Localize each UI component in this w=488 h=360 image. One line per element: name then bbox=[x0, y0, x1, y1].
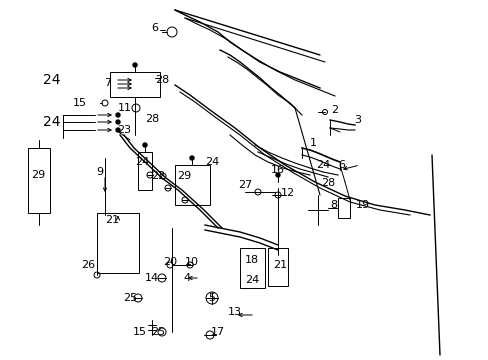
Text: 22: 22 bbox=[151, 171, 165, 181]
Text: 13: 13 bbox=[227, 307, 242, 317]
Text: 24: 24 bbox=[135, 157, 149, 167]
Text: 24: 24 bbox=[43, 73, 61, 87]
Text: 1: 1 bbox=[309, 138, 316, 148]
Bar bbox=[110, 72, 160, 97]
Text: 14: 14 bbox=[144, 273, 159, 283]
Text: 10: 10 bbox=[184, 257, 199, 267]
Text: 9: 9 bbox=[96, 167, 103, 177]
Circle shape bbox=[116, 120, 120, 124]
Bar bbox=[138, 152, 152, 190]
Text: 26: 26 bbox=[81, 260, 95, 270]
Text: 24: 24 bbox=[204, 157, 219, 167]
Circle shape bbox=[142, 143, 147, 147]
Text: 24: 24 bbox=[244, 275, 259, 285]
Text: 6: 6 bbox=[151, 23, 158, 33]
Bar bbox=[175, 165, 209, 205]
Text: 2: 2 bbox=[331, 105, 338, 115]
Circle shape bbox=[190, 156, 194, 160]
Text: 24: 24 bbox=[315, 160, 329, 170]
Text: 28: 28 bbox=[155, 75, 169, 85]
Text: 19: 19 bbox=[355, 200, 369, 210]
Text: 8: 8 bbox=[330, 200, 337, 210]
Bar bbox=[267, 248, 287, 286]
Text: 27: 27 bbox=[237, 180, 252, 190]
Text: 21: 21 bbox=[105, 215, 119, 225]
Text: 5: 5 bbox=[208, 293, 215, 303]
Circle shape bbox=[116, 113, 120, 117]
Text: 20: 20 bbox=[163, 257, 177, 267]
Text: 23: 23 bbox=[117, 125, 131, 135]
Text: 3: 3 bbox=[354, 115, 361, 125]
Text: 29: 29 bbox=[31, 170, 45, 180]
Text: 25: 25 bbox=[122, 293, 137, 303]
Circle shape bbox=[133, 63, 137, 67]
Text: 18: 18 bbox=[244, 255, 259, 265]
Bar bbox=[240, 248, 264, 288]
Bar bbox=[337, 198, 349, 218]
Text: 6: 6 bbox=[338, 160, 345, 170]
Bar bbox=[97, 213, 139, 273]
Text: 24: 24 bbox=[43, 115, 61, 129]
Text: 28: 28 bbox=[144, 114, 159, 124]
Bar bbox=[28, 148, 50, 213]
Text: 15: 15 bbox=[133, 327, 147, 337]
Text: 15: 15 bbox=[73, 98, 87, 108]
Text: 7: 7 bbox=[104, 78, 111, 88]
Text: 12: 12 bbox=[281, 188, 294, 198]
Circle shape bbox=[275, 173, 280, 177]
Text: 28: 28 bbox=[320, 178, 334, 188]
Text: 29: 29 bbox=[177, 171, 191, 181]
Text: 17: 17 bbox=[210, 327, 224, 337]
Text: 16: 16 bbox=[270, 165, 285, 175]
Text: 11: 11 bbox=[118, 103, 132, 113]
Text: 4: 4 bbox=[183, 273, 190, 283]
Circle shape bbox=[116, 128, 120, 132]
Text: 25: 25 bbox=[151, 327, 165, 337]
Text: 21: 21 bbox=[272, 260, 286, 270]
